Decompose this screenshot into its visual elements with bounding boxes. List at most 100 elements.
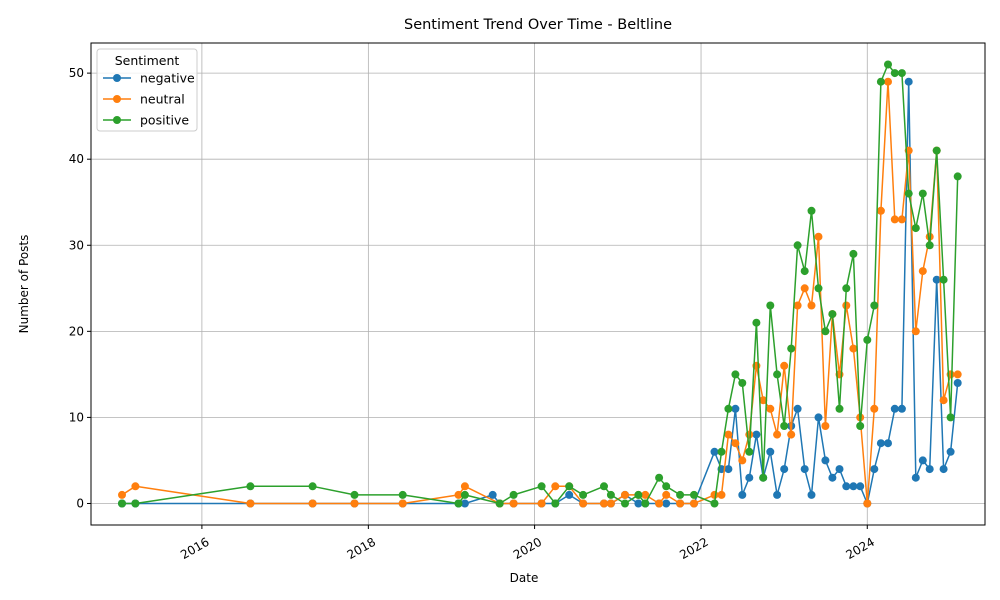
data-point: [676, 490, 685, 499]
legend-marker-positive: [113, 116, 121, 124]
data-point: [918, 189, 927, 198]
data-point: [766, 447, 775, 456]
grid-lines: [91, 43, 985, 525]
data-point: [662, 482, 671, 491]
data-point: [724, 430, 733, 439]
data-point: [793, 241, 802, 250]
data-point: [870, 404, 879, 413]
data-point: [766, 404, 775, 413]
data-point: [814, 232, 823, 241]
data-point: [460, 499, 469, 508]
data-point: [828, 310, 837, 319]
data-point: [821, 456, 830, 465]
data-point: [911, 473, 920, 482]
data-point: [897, 404, 906, 413]
data-point: [780, 465, 789, 474]
data-point: [890, 215, 899, 224]
data-point: [738, 456, 747, 465]
data-point: [454, 499, 463, 508]
data-point: [118, 499, 126, 508]
data-point: [634, 499, 643, 508]
data-point: [856, 482, 865, 491]
data-point: [690, 499, 698, 508]
data-point: [460, 490, 469, 499]
data-point: [773, 370, 782, 379]
data-point: [793, 301, 802, 310]
data-point: [780, 361, 789, 370]
data-point: [842, 301, 851, 310]
data-point: [863, 499, 872, 508]
data-point: [308, 499, 317, 508]
data-point: [890, 69, 899, 78]
data-point: [828, 473, 837, 482]
data-point: [579, 499, 588, 508]
chart-title: Sentiment Trend Over Time - Beltline: [404, 17, 672, 33]
data-point: [621, 490, 629, 499]
data-point: [821, 327, 830, 336]
data-point: [509, 499, 518, 508]
legend-marker-neutral: [113, 95, 121, 103]
data-point: [849, 344, 858, 353]
data-point: [800, 284, 809, 293]
data-point: [118, 490, 126, 499]
data-point: [621, 499, 629, 508]
data-point: [953, 379, 962, 387]
data-point: [662, 490, 671, 499]
data-point: [807, 301, 816, 310]
data-point: [495, 499, 504, 508]
data-point: [876, 206, 885, 215]
data-point: [454, 490, 463, 499]
y-tick-label: 30: [69, 238, 84, 252]
plot-frame: [90, 42, 986, 526]
data-point: [925, 241, 934, 250]
data-point: [849, 482, 858, 491]
legend-frame: [96, 48, 198, 132]
data-point: [807, 206, 816, 215]
data-point: [655, 473, 664, 482]
data-point: [842, 284, 851, 293]
data-point: [350, 499, 359, 508]
data-point: [710, 499, 719, 508]
data-point: [350, 490, 359, 499]
data-point: [752, 430, 761, 439]
data-point: [835, 404, 844, 413]
data-point: [537, 482, 546, 491]
data-point: [863, 335, 872, 344]
data-point: [717, 447, 726, 456]
data-point: [551, 499, 560, 508]
data-point: [946, 413, 955, 422]
data-point: [738, 379, 747, 387]
data-point: [904, 77, 913, 86]
data-point: [710, 490, 719, 499]
data-point: [537, 499, 546, 508]
data-point: [710, 447, 719, 456]
data-point: [793, 404, 802, 413]
y-tick-label: 50: [69, 66, 84, 80]
data-point: [932, 146, 941, 155]
data-point: [724, 404, 733, 413]
data-point: [745, 430, 754, 439]
data-point: [600, 499, 608, 508]
data-point: [904, 189, 913, 198]
data-point: [752, 318, 761, 327]
y-axis-label: Number of Posts: [17, 235, 31, 334]
data-point: [800, 267, 809, 276]
data-point: [939, 275, 948, 284]
data-point: [939, 396, 948, 405]
data-point: [131, 482, 140, 491]
data-point: [509, 490, 518, 499]
data-point: [759, 396, 768, 405]
data-point: [641, 490, 650, 499]
data-point: [731, 370, 740, 379]
series-neutral: [118, 77, 962, 508]
data-point: [787, 344, 796, 353]
data-point: [870, 301, 879, 310]
data-point: [655, 499, 664, 508]
data-point: [849, 249, 858, 258]
data-point: [731, 404, 740, 413]
series-positive: [118, 60, 962, 508]
data-point: [717, 490, 726, 499]
data-point: [565, 482, 574, 491]
data-point: [939, 465, 948, 474]
